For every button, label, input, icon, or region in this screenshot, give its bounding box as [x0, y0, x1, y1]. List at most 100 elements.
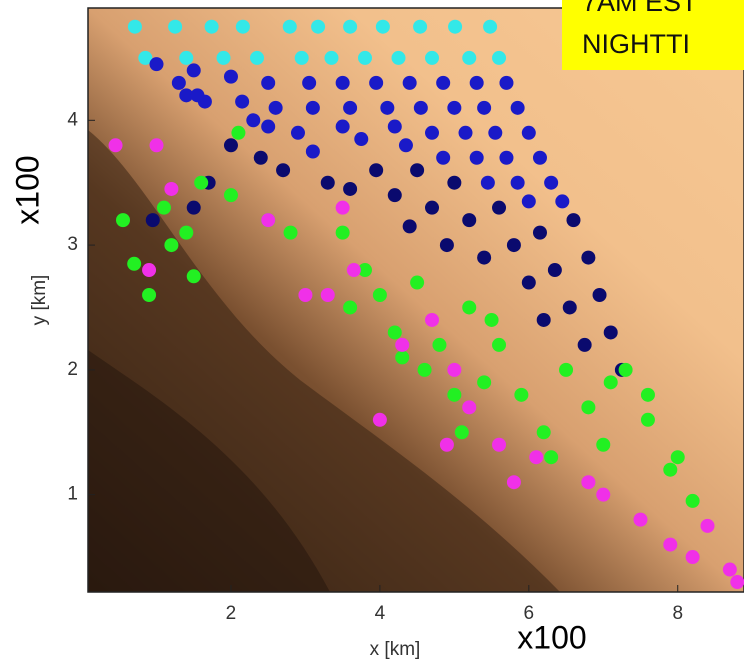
y-tick-label: 3: [67, 234, 78, 255]
x-tick-label: 8: [672, 603, 683, 624]
point: [470, 151, 484, 165]
point: [369, 163, 383, 177]
point: [109, 138, 123, 152]
point: [447, 176, 461, 190]
point: [507, 475, 521, 489]
annotation-line: NIGHTTI: [582, 29, 690, 59]
point: [462, 400, 476, 414]
point: [566, 213, 580, 227]
point: [324, 51, 338, 65]
point: [410, 163, 424, 177]
point: [544, 450, 558, 464]
point: [522, 126, 536, 140]
chart: x [km] x100 y [km] x100 7AM EST NIGHTTI …: [0, 0, 744, 669]
point: [302, 76, 316, 90]
point: [633, 513, 647, 527]
point: [440, 438, 454, 452]
point: [507, 238, 521, 252]
point: [578, 338, 592, 352]
point: [425, 126, 439, 140]
point: [663, 463, 677, 477]
point: [492, 438, 506, 452]
point: [373, 413, 387, 427]
x-tick-label: 6: [524, 603, 535, 624]
point: [488, 126, 502, 140]
y-tick-label: 4: [67, 109, 78, 130]
point: [448, 20, 462, 34]
point: [514, 388, 528, 402]
point: [187, 201, 201, 215]
point: [164, 238, 178, 252]
point: [321, 176, 335, 190]
point: [283, 20, 297, 34]
point: [686, 550, 700, 564]
point: [563, 300, 577, 314]
point: [336, 226, 350, 240]
point: [462, 300, 476, 314]
point: [336, 76, 350, 90]
point: [522, 276, 536, 290]
point: [254, 151, 268, 165]
point: [354, 132, 368, 146]
point: [533, 226, 547, 240]
x-axis-label: x [km]: [370, 639, 421, 660]
point: [261, 213, 275, 227]
point: [511, 101, 525, 115]
point: [343, 101, 357, 115]
point: [388, 120, 402, 134]
point: [492, 51, 506, 65]
point: [470, 76, 484, 90]
point: [276, 163, 290, 177]
point: [157, 201, 171, 215]
point: [447, 101, 461, 115]
point: [477, 375, 491, 389]
point: [343, 20, 357, 34]
point: [380, 101, 394, 115]
point: [596, 438, 610, 452]
point: [358, 51, 372, 65]
point: [663, 538, 677, 552]
point: [413, 20, 427, 34]
point: [343, 300, 357, 314]
x-scale-note: x100: [517, 619, 586, 655]
point: [306, 101, 320, 115]
point: [179, 226, 193, 240]
point: [236, 20, 250, 34]
point: [150, 57, 164, 71]
point: [187, 63, 201, 77]
point: [701, 519, 715, 533]
point: [388, 325, 402, 339]
point: [343, 182, 357, 196]
point: [477, 251, 491, 265]
point: [205, 20, 219, 34]
point: [414, 101, 428, 115]
x-tick-label: 2: [226, 603, 237, 624]
point: [224, 70, 238, 84]
point: [440, 238, 454, 252]
point: [432, 338, 446, 352]
point: [261, 120, 275, 134]
point: [336, 201, 350, 215]
point: [477, 101, 491, 115]
point: [418, 363, 432, 377]
point: [127, 257, 141, 271]
point: [436, 151, 450, 165]
point: [403, 76, 417, 90]
point: [388, 188, 402, 202]
point: [395, 350, 409, 364]
y-scale-note: x100: [9, 155, 45, 224]
point: [436, 76, 450, 90]
point: [347, 263, 361, 277]
point: [492, 201, 506, 215]
point: [269, 101, 283, 115]
point: [142, 263, 156, 277]
point: [399, 138, 413, 152]
point: [537, 313, 551, 327]
point: [593, 288, 607, 302]
point: [604, 375, 618, 389]
point: [511, 176, 525, 190]
point: [392, 51, 406, 65]
point: [295, 51, 309, 65]
point: [529, 450, 543, 464]
point: [246, 113, 260, 127]
